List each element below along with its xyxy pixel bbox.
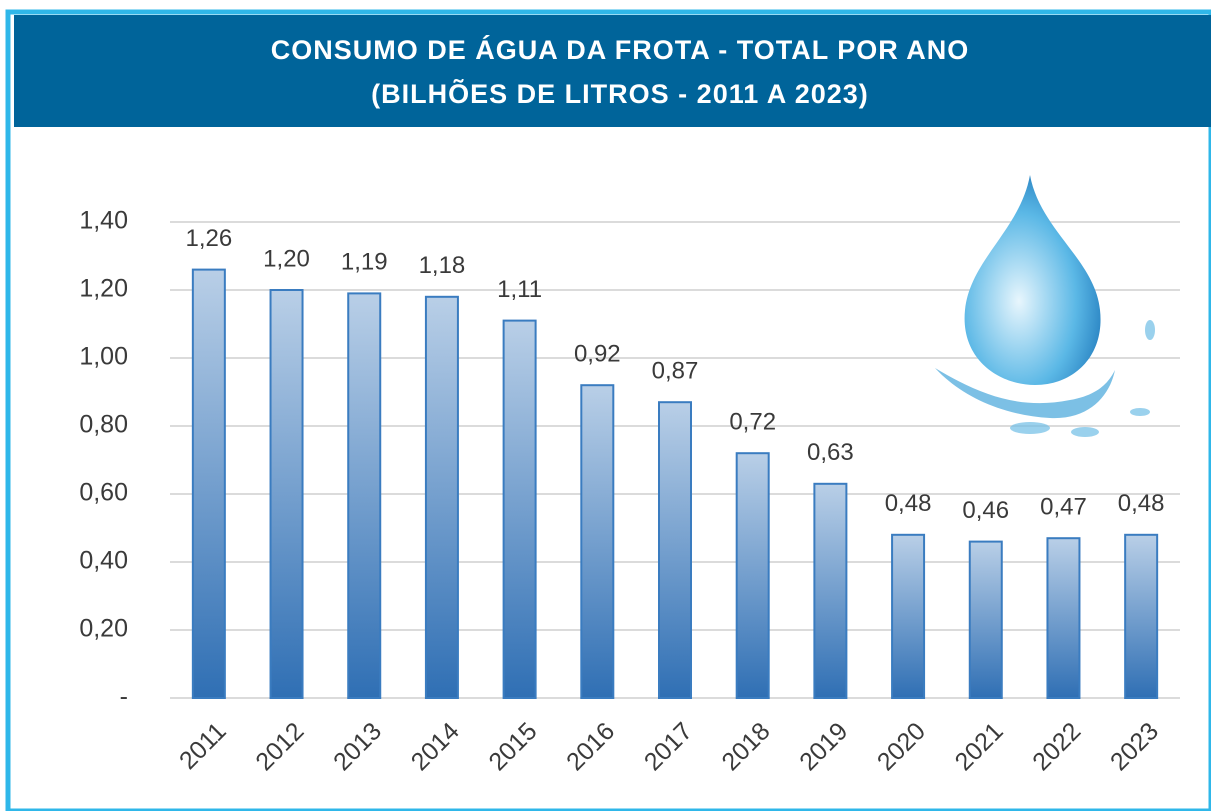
bar [424,295,459,699]
splash-drop [1130,408,1150,416]
value-label: 0,48 [885,490,932,517]
bar [269,289,304,699]
value-label: 1,18 [419,252,466,279]
splash [935,368,1115,419]
value-label: 0,72 [729,409,776,436]
value-label: 1,26 [185,225,232,252]
value-label: 0,87 [652,358,699,385]
value-label: 0,92 [574,341,621,368]
value-label: 0,63 [807,439,854,466]
chart-title: CONSUMO DE ÁGUA DA FROTA - TOTAL POR ANO [271,34,969,65]
frame [5,9,1211,811]
value-label: 1,19 [341,249,388,276]
y-tick-label: 1,40 [79,207,128,235]
bar [580,384,615,699]
drop [964,175,1101,385]
splash-drop [1071,427,1099,437]
splash-drop [1010,422,1050,434]
y-tick-label: 1,20 [79,275,128,303]
bar [191,268,226,699]
value-label: 0,48 [1118,490,1165,517]
value-label: 1,20 [263,245,310,272]
y-tick-label: 0,40 [79,547,128,575]
bar [968,540,1003,699]
bar [502,319,537,699]
y-tick-label: 0,60 [79,479,128,507]
splash-drop [1145,320,1155,340]
y-tick-label: 0,80 [79,411,128,439]
header [14,15,1211,127]
bar [735,452,770,700]
value-label: 0,47 [1040,494,1087,521]
water-drop [935,175,1155,437]
value-label: 1,11 [497,276,542,303]
y-tick-label: 0,20 [79,615,128,643]
bar [1046,537,1081,700]
bar [347,292,382,699]
value-label: 0,46 [962,497,1009,524]
bar [813,482,848,699]
bar [1124,533,1159,699]
bar [891,533,926,699]
bar [658,401,692,699]
chart-subtitle: (BILHÕES DE LITROS - 2011 A 2023) [371,78,869,109]
y-tick-label: 1,00 [79,343,128,371]
y-tick-label: - [120,683,128,711]
